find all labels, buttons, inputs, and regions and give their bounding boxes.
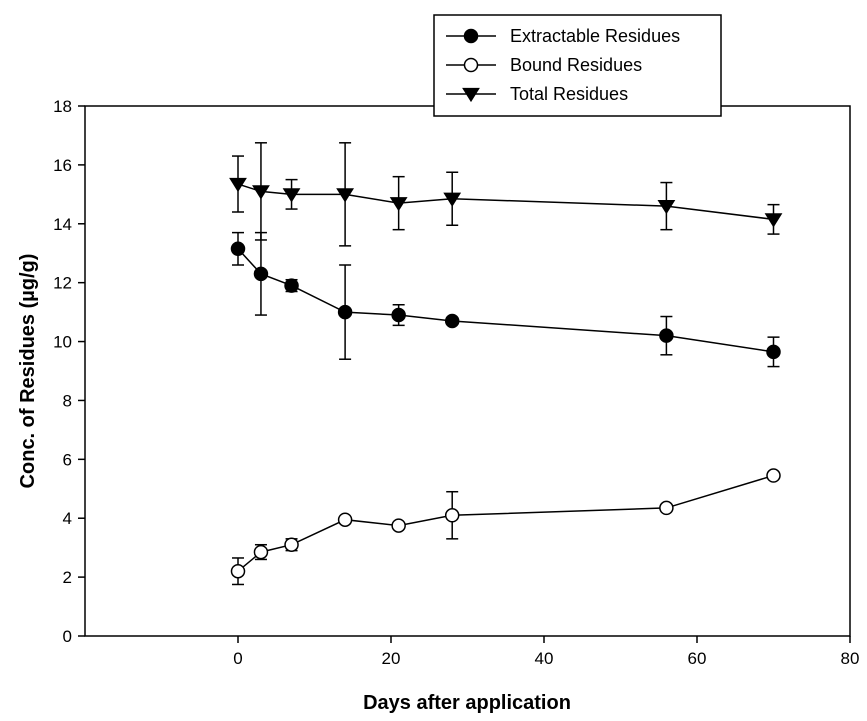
legend-item-3: Total Residues xyxy=(446,84,628,104)
data-point xyxy=(336,188,355,203)
data-point xyxy=(230,241,246,257)
legend-marker xyxy=(463,28,479,44)
legend: Extractable Residues Bound Residues Total … xyxy=(433,14,722,117)
data-point xyxy=(389,197,408,212)
data-point xyxy=(766,468,781,483)
data-point xyxy=(444,508,460,523)
legend-item-1: Extractable Residues xyxy=(446,26,680,46)
data-point xyxy=(337,512,353,527)
data-point xyxy=(253,266,269,282)
data-point xyxy=(766,344,781,360)
x-tick-label: 20 xyxy=(382,649,401,668)
x-axis: 0 20 40 60 80 xyxy=(233,636,859,668)
data-point xyxy=(253,544,269,560)
data-point xyxy=(252,185,270,200)
y-axis: 0 2 4 6 8 10 12 14 16 18 xyxy=(53,97,85,646)
data-point xyxy=(657,200,676,215)
series-1 xyxy=(230,231,781,368)
x-tick-label: 60 xyxy=(688,649,707,668)
series-line xyxy=(237,248,774,353)
y-tick-label: 14 xyxy=(53,215,72,234)
data-point xyxy=(229,177,247,193)
series-line xyxy=(237,474,774,572)
legend-label: Extractable Residues xyxy=(510,26,680,46)
x-tick-label: 0 xyxy=(233,649,242,668)
data-point xyxy=(391,307,406,323)
series-layer xyxy=(229,142,783,586)
series-2 xyxy=(230,468,781,586)
series-3 xyxy=(229,142,783,247)
data-point xyxy=(659,500,674,516)
data-point xyxy=(230,563,246,579)
y-axis-title: Conc. of Residues (µg/g) xyxy=(17,254,39,489)
data-point xyxy=(284,278,299,293)
data-point xyxy=(282,188,301,203)
y-tick-label: 4 xyxy=(63,509,72,528)
y-tick-label: 8 xyxy=(63,391,72,410)
data-point xyxy=(444,313,460,329)
y-tick-label: 0 xyxy=(63,627,72,646)
plot-frame xyxy=(84,105,851,637)
legend-marker xyxy=(462,87,480,103)
legend-marker xyxy=(463,57,479,73)
legend-item-2: Bound Residues xyxy=(446,55,642,75)
data-point xyxy=(764,213,783,228)
data-point xyxy=(659,328,674,343)
data-point xyxy=(284,537,299,552)
y-tick-label: 16 xyxy=(53,156,72,175)
y-tick-label: 2 xyxy=(63,568,72,587)
y-tick-label: 18 xyxy=(53,97,72,116)
data-point xyxy=(443,192,462,207)
y-tick-label: 12 xyxy=(53,274,72,293)
data-point xyxy=(391,518,406,533)
legend-label: Total Residues xyxy=(510,84,628,104)
y-tick-label: 6 xyxy=(63,450,72,469)
legend-label: Bound Residues xyxy=(510,55,642,75)
x-tick-label: 40 xyxy=(535,649,554,668)
x-tick-label: 80 xyxy=(841,649,860,668)
series-line xyxy=(237,183,774,221)
data-point xyxy=(337,304,353,320)
y-tick-label: 10 xyxy=(53,333,72,352)
x-axis-title: Days after application xyxy=(363,692,571,714)
